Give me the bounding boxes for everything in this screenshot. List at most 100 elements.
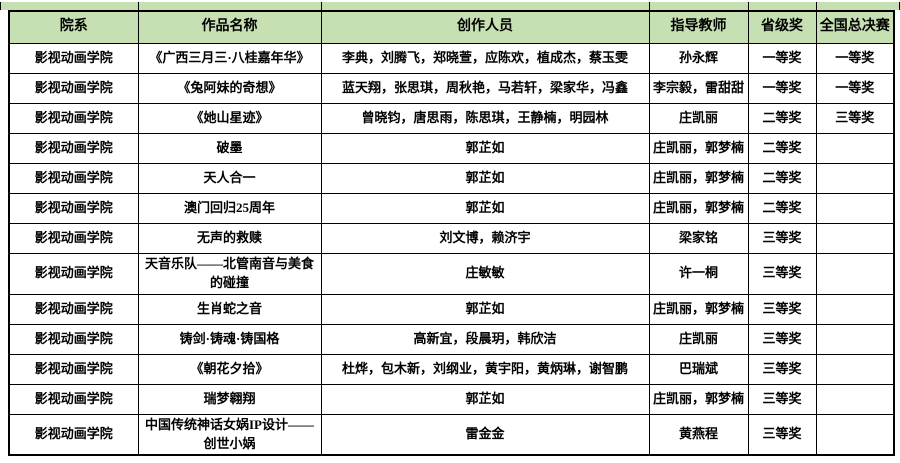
cell-department: 影视动画学院: [8, 253, 139, 295]
cell-creators: 李典，刘腾飞，郑晓萱，应陈欢，植成杰，蔡玉雯: [320, 43, 650, 74]
cell-work: 《她山星迹》: [137, 103, 322, 134]
cell-national_final: [815, 293, 895, 325]
cell-creators: 郭芷如: [320, 383, 650, 415]
cell-department: 影视动画学院: [8, 223, 139, 254]
cell-work: 澳门回归25周年: [137, 193, 322, 224]
column-header-national_final: 全国总决赛: [815, 10, 895, 44]
cell-work: 瑞梦翱翔: [137, 383, 322, 415]
cell-national_final: [815, 413, 895, 456]
cell-department: 影视动画学院: [8, 323, 139, 355]
cell-advisor: 许一桐: [648, 253, 749, 295]
cell-national_final: [815, 133, 895, 164]
table-row: 影视动画学院 天人合一 郭芷如 庄凯丽，郭梦楠 二等奖: [8, 163, 895, 194]
cell-national_final: [815, 353, 895, 385]
cell-national_final: [815, 223, 895, 254]
cell-advisor: 梁家铭: [648, 223, 749, 254]
cell-work: 天音乐队——北管南音与美食的碰撞: [137, 253, 322, 295]
cell-provincial_award: 一等奖: [747, 73, 817, 104]
cell-creators: 曾晓钧，唐思雨，陈思琪，王静楠，明园林: [320, 103, 650, 134]
cell-work: 天人合一: [137, 163, 322, 194]
cell-national_final: [815, 163, 895, 194]
table-row: 影视动画学院 《她山星迹》 曾晓钧，唐思雨，陈思琪，王静楠，明园林 庄凯丽 二等奖 三等奖: [8, 103, 895, 134]
cell-department: 影视动画学院: [8, 293, 139, 325]
cell-provincial_award: 三等奖: [747, 323, 817, 355]
cell-creators: 雷金金: [320, 413, 650, 456]
cell-work: 中国传统神话女娲IP设计——创世小娲: [137, 413, 322, 456]
cell-department: 影视动画学院: [8, 43, 139, 74]
strip-divider: [649, 2, 650, 10]
cell-work: 铸剑·铸魂·铸国格: [137, 323, 322, 355]
cell-creators: 郭芷如: [320, 133, 650, 164]
column-header-creators: 创作人员: [320, 10, 650, 44]
cell-work: 《兔阿妹的奇想》: [137, 73, 322, 104]
table-row: 影视动画学院 《朝花夕拾》 杜烨，包木新，刘纲业，黄宇阳，黄炳琳，谢智鹏 巴瑞斌 三等奖: [8, 353, 895, 385]
cell-provincial_award: 二等奖: [747, 163, 817, 194]
header-row: 院系 作品名称 创作人员 指导教师 省级奖 全国总决赛: [8, 10, 895, 44]
table-row: 影视动画学院 澳门回归25周年 郭芷如 庄凯丽，郭梦楠 二等奖: [8, 193, 895, 224]
column-header-department: 院系: [8, 10, 139, 44]
awards-table: 院系 作品名称 创作人员 指导教师 省级奖 全国总决赛 影视动画学院 《广西三月三·八桂嘉年…: [8, 10, 895, 457]
cell-creators: 蓝天翔，张思琪，周秋艳，马若轩，梁家华，冯鑫: [320, 73, 650, 104]
table-row: 影视动画学院 天音乐队——北管南音与美食的碰撞 庄敏敏 许一桐 三等奖: [8, 253, 895, 295]
cell-creators: 郭芷如: [320, 193, 650, 224]
column-header-work: 作品名称: [137, 10, 322, 44]
cell-work: 《广西三月三·八桂嘉年华》: [137, 43, 322, 74]
cell-provincial_award: 三等奖: [747, 413, 817, 456]
cell-national_final: [815, 383, 895, 415]
strip-divider: [816, 2, 817, 10]
cell-creators: 刘文博，赖济宇: [320, 223, 650, 254]
cell-department: 影视动画学院: [8, 133, 139, 164]
cell-provincial_award: 二等奖: [747, 193, 817, 224]
cell-work: 无声的救赎: [137, 223, 322, 254]
cell-creators: 高新宜，段晨玥，韩欣洁: [320, 323, 650, 355]
table-body: 影视动画学院 《广西三月三·八桂嘉年华》 李典，刘腾飞，郑晓萱，应陈欢，植成杰，蔡玉…: [8, 43, 895, 456]
table-row: 影视动画学院 《广西三月三·八桂嘉年华》 李典，刘腾飞，郑晓萱，应陈欢，植成杰，蔡玉…: [8, 43, 895, 74]
cell-creators: 杜烨，包木新，刘纲业，黄宇阳，黄炳琳，谢智鹏: [320, 353, 650, 385]
cutoff-row-top: [0, 2, 900, 10]
column-header-advisor: 指导教师: [648, 10, 749, 44]
cell-national_final: [815, 323, 895, 355]
cell-advisor: 庄凯丽，郭梦楠: [648, 163, 749, 194]
table-row: 影视动画学院 铸剑·铸魂·铸国格 高新宜，段晨玥，韩欣洁 庄凯丽 三等奖: [8, 323, 895, 355]
cell-provincial_award: 二等奖: [747, 103, 817, 134]
cell-creators: 郭芷如: [320, 163, 650, 194]
table-row: 影视动画学院 无声的救赎 刘文博，赖济宇 梁家铭 三等奖: [8, 223, 895, 254]
table-row: 影视动画学院 瑞梦翱翔 郭芷如 庄凯丽，郭梦楠 三等奖: [8, 383, 895, 415]
cell-work: 生肖蛇之音: [137, 293, 322, 325]
cell-provincial_award: 二等奖: [747, 133, 817, 164]
cell-advisor: 庄凯丽: [648, 323, 749, 355]
cell-provincial_award: 三等奖: [747, 353, 817, 385]
cell-provincial_award: 一等奖: [747, 43, 817, 74]
cell-advisor: 李宗毅，雷甜甜: [648, 73, 749, 104]
cell-national_final: 三等奖: [815, 103, 895, 134]
cell-department: 影视动画学院: [8, 383, 139, 415]
cell-advisor: 庄凯丽，郭梦楠: [648, 293, 749, 325]
cell-provincial_award: 三等奖: [747, 253, 817, 295]
table-row: 影视动画学院 中国传统神话女娲IP设计——创世小娲 雷金金 黄燕程 三等奖: [8, 413, 895, 456]
table-row: 影视动画学院 破墨 郭芷如 庄凯丽，郭梦楠 二等奖: [8, 133, 895, 164]
cell-national_final: 一等奖: [815, 43, 895, 74]
cell-work: 破墨: [137, 133, 322, 164]
cell-advisor: 巴瑞斌: [648, 353, 749, 385]
cell-advisor: 庄凯丽，郭梦楠: [648, 193, 749, 224]
cell-provincial_award: 三等奖: [747, 383, 817, 415]
strip-divider: [138, 2, 139, 10]
cell-work: 《朝花夕拾》: [137, 353, 322, 385]
cell-national_final: 一等奖: [815, 73, 895, 104]
table-row: 影视动画学院 生肖蛇之音 郭芷如 庄凯丽，郭梦楠 三等奖: [8, 293, 895, 325]
cell-advisor: 孙永辉: [648, 43, 749, 74]
cell-advisor: 庄凯丽，郭梦楠: [648, 133, 749, 164]
cell-department: 影视动画学院: [8, 163, 139, 194]
cell-department: 影视动画学院: [8, 103, 139, 134]
cell-advisor: 黄燕程: [648, 413, 749, 456]
strip-divider: [321, 2, 322, 10]
cell-national_final: [815, 253, 895, 295]
cell-advisor: 庄凯丽，郭梦楠: [648, 383, 749, 415]
cell-department: 影视动画学院: [8, 353, 139, 385]
cell-department: 影视动画学院: [8, 413, 139, 456]
table-row: 影视动画学院 《兔阿妹的奇想》 蓝天翔，张思琪，周秋艳，马若轩，梁家华，冯鑫 李宗毅，…: [8, 73, 895, 104]
cell-creators: 郭芷如: [320, 293, 650, 325]
cell-creators: 庄敏敏: [320, 253, 650, 295]
strip-divider: [748, 2, 749, 10]
